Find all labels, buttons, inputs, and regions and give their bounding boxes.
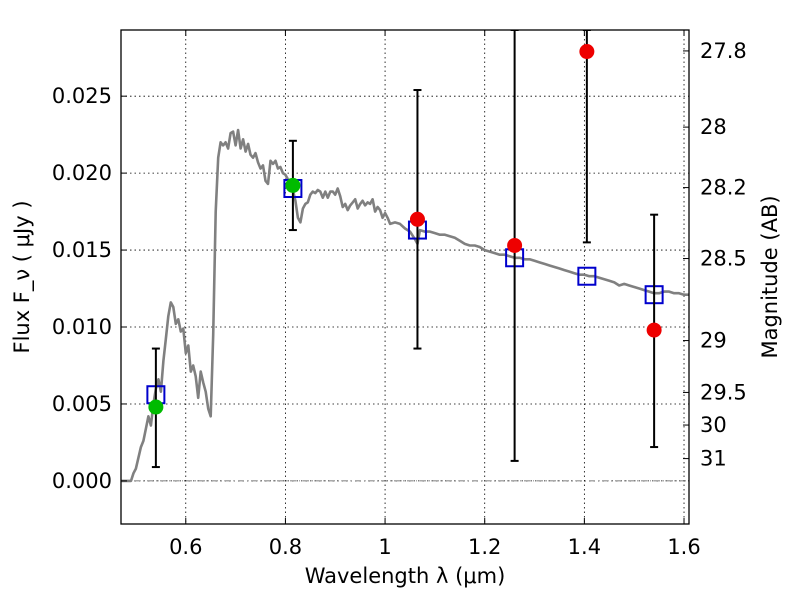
mag-tick-label: 28 bbox=[700, 115, 727, 139]
observed-point bbox=[409, 211, 425, 227]
mag-tick-label: 28.2 bbox=[700, 176, 747, 200]
mag-tick-label: 31 bbox=[700, 447, 727, 471]
x-tick-label: 1.4 bbox=[568, 535, 601, 559]
mag-tick-label: 29.5 bbox=[700, 380, 747, 404]
y-axis-label: Flux F_ν ( μJy ) bbox=[10, 200, 35, 353]
y-tick-label: 0.020 bbox=[52, 161, 112, 185]
y-tick-label: 0.015 bbox=[52, 238, 112, 262]
magnitude-axis-ticks: 27.8 28 28.2 28.5 29 29.5 30 31 bbox=[683, 39, 747, 471]
x-tick-label: 1.2 bbox=[468, 535, 501, 559]
y-tick-label: 0.025 bbox=[52, 84, 112, 108]
mag-tick-label: 28.5 bbox=[700, 247, 747, 271]
model-photometry-square bbox=[577, 266, 597, 286]
x-axis-ticks: 0.6 0.8 1 1.2 1.4 1.6 bbox=[169, 30, 701, 559]
error-bar bbox=[582, 30, 591, 244]
y-axis-ticks: 0.000 0.005 0.010 0.015 0.020 0.025 bbox=[52, 84, 127, 493]
x-axis-label: Wavelength λ (μm) bbox=[305, 564, 506, 588]
sed-model-line bbox=[121, 128, 689, 483]
observed-point bbox=[148, 399, 164, 415]
observed-point bbox=[646, 322, 662, 338]
mag-tick-label: 30 bbox=[700, 413, 727, 437]
x-tick-label: 0.6 bbox=[169, 535, 202, 559]
y-tick-label: 0.005 bbox=[52, 392, 112, 416]
mag-tick-label: 29 bbox=[700, 329, 727, 353]
observed-point bbox=[507, 237, 523, 253]
magnitude-axis-label: Magnitude (AB) bbox=[758, 195, 782, 358]
x-tick-label: 0.8 bbox=[269, 535, 302, 559]
x-tick-label: 1.6 bbox=[667, 535, 700, 559]
observed-point bbox=[579, 44, 595, 60]
y-tick-label: 0.000 bbox=[52, 469, 112, 493]
grid bbox=[121, 30, 689, 524]
mag-tick-label: 27.8 bbox=[700, 39, 747, 63]
series-layer bbox=[121, 30, 689, 483]
observed-point bbox=[285, 177, 301, 193]
plot-frame bbox=[120, 29, 690, 525]
y-tick-label: 0.010 bbox=[52, 315, 112, 339]
x-tick-label: 1 bbox=[378, 535, 391, 559]
